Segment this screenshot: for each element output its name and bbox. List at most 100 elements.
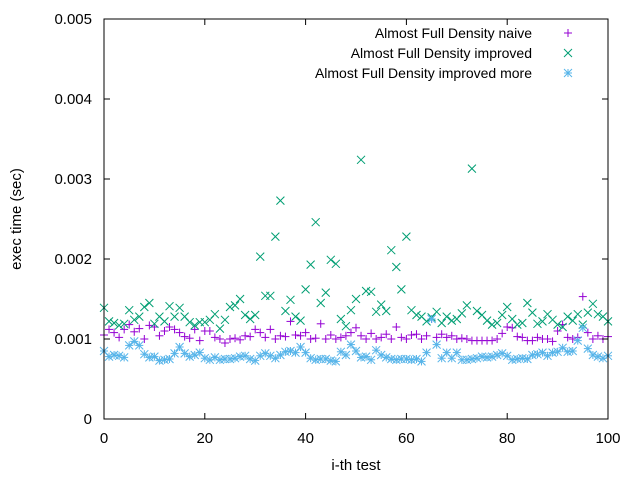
data-point (543, 351, 552, 361)
data-point (573, 309, 583, 319)
data-point (210, 333, 219, 342)
data-point (235, 294, 245, 304)
data-point (568, 316, 578, 325)
data-point (165, 301, 174, 311)
data-point (391, 262, 401, 272)
legend-marker (564, 29, 572, 37)
data-point (588, 335, 597, 343)
data-point (371, 307, 381, 317)
data-point (593, 331, 602, 340)
data-point (190, 321, 200, 330)
data-point (205, 327, 214, 335)
data-point (115, 333, 124, 342)
data-point (381, 353, 391, 362)
data-point (578, 323, 588, 333)
data-point (417, 335, 426, 343)
data-point (553, 320, 562, 329)
data-point (150, 352, 159, 361)
data-point (397, 333, 406, 342)
data-point (185, 334, 194, 343)
data-point (573, 336, 583, 345)
data-point (271, 335, 280, 343)
data-point (155, 331, 164, 340)
data-point (492, 318, 502, 328)
data-point (231, 334, 240, 343)
data-point (402, 232, 411, 241)
data-point (139, 349, 149, 359)
data-point (226, 335, 234, 343)
data-point (568, 335, 577, 343)
data-point (442, 312, 452, 321)
y-tick-label: 0.003 (54, 171, 92, 188)
data-point (346, 305, 356, 315)
data-point (357, 331, 366, 340)
x-tick-label: 100 (595, 430, 620, 447)
data-point (291, 312, 300, 321)
chart-marks (99, 155, 613, 366)
data-point (180, 349, 189, 358)
data-point (488, 336, 497, 345)
data-point (170, 325, 179, 334)
data-point (518, 333, 527, 342)
data-point (377, 333, 386, 342)
data-point (230, 301, 240, 310)
data-point (336, 314, 346, 324)
data-point (145, 321, 154, 330)
data-point (417, 357, 426, 366)
data-point (165, 323, 174, 331)
data-point (105, 325, 114, 334)
data-point (502, 302, 512, 312)
data-point (558, 343, 567, 353)
series-2 (99, 155, 613, 333)
data-point (331, 335, 340, 343)
data-point (240, 351, 250, 361)
data-point (528, 336, 537, 345)
data-point (331, 259, 341, 269)
data-point (533, 349, 542, 359)
data-point (402, 335, 411, 343)
x-axis-label: i-th test (331, 457, 381, 474)
data-point (316, 298, 326, 308)
data-point (447, 331, 456, 340)
data-point (306, 260, 315, 269)
data-point (190, 325, 199, 334)
legend: Almost Full Density naive Almost Full Den… (315, 25, 573, 81)
data-point (422, 331, 431, 340)
data-point (452, 335, 461, 343)
data-point (281, 332, 290, 341)
data-point (215, 324, 225, 333)
data-point (513, 332, 522, 341)
plot-frame (103, 18, 609, 420)
data-point (104, 352, 114, 361)
data-point (110, 328, 119, 337)
data-point (336, 333, 345, 342)
legend-label: Almost Full Density improved (351, 45, 532, 61)
data-point (180, 332, 189, 341)
data-point (281, 306, 290, 316)
data-point (583, 344, 593, 353)
data-point (119, 319, 129, 329)
data-point (220, 339, 229, 347)
data-point (543, 335, 552, 343)
data-point (255, 252, 265, 261)
data-point (301, 328, 310, 337)
data-point (114, 351, 124, 361)
data-point (351, 294, 361, 304)
data-point (321, 335, 330, 343)
data-point (271, 232, 280, 241)
data-point (442, 333, 451, 342)
data-point (130, 327, 139, 336)
data-point (170, 349, 179, 358)
data-point (120, 325, 129, 334)
data-point (215, 335, 224, 343)
data-point (578, 292, 587, 301)
legend-label: Almost Full Density improved more (315, 65, 532, 81)
data-point (432, 340, 441, 349)
data-point (553, 347, 562, 357)
data-point (336, 347, 346, 357)
data-point (316, 319, 325, 328)
data-point (109, 318, 119, 328)
data-point (352, 323, 360, 332)
data-point (351, 346, 361, 356)
data-point (472, 306, 482, 316)
